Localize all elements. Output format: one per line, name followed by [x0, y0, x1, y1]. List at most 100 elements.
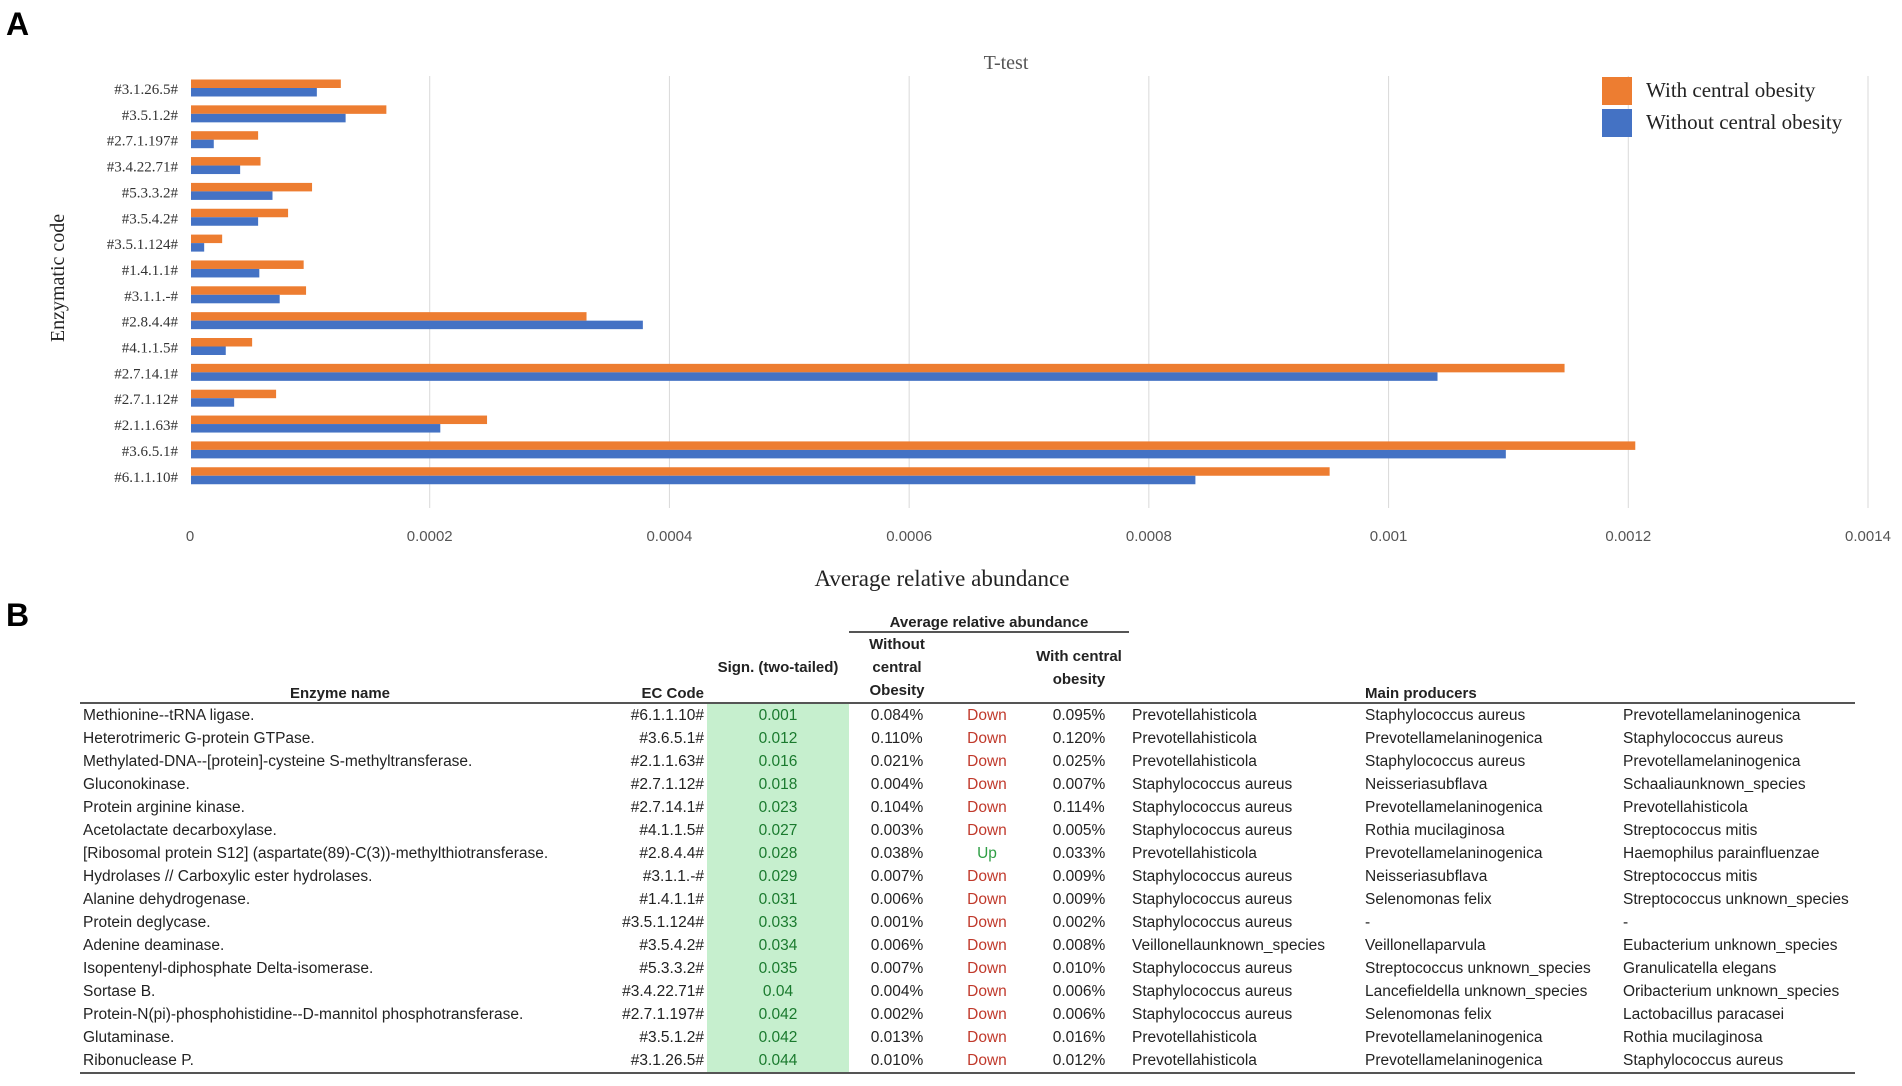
table-row: Acetolactate decarboxylase. #4.1.1.5# 0.02…: [80, 819, 1855, 842]
bar-with-central-obesity: [191, 234, 223, 244]
ec-code-cell: #2.7.1.12#: [630, 775, 704, 793]
x-axis-label: Average relative abundance: [815, 566, 1070, 591]
ec-code-cell: #2.7.14.1#: [630, 798, 704, 816]
ec-code-cell: #3.5.4.2#: [639, 936, 704, 954]
ec-code-cell: #5.3.3.2#: [639, 959, 704, 977]
table-row: Hydrolases // Carboxylic ester hydrolase…: [80, 865, 1855, 888]
grid-lines: [429, 76, 1869, 508]
with-obesity-cell: 0.120%: [1052, 729, 1106, 747]
without-obesity-cell: 0.002%: [870, 1005, 924, 1023]
significance-cell: 0.023: [707, 796, 849, 819]
producer-3-cell: Streptococcus unknown_species: [1623, 890, 1849, 908]
table-row: Adenine deaminase. #3.5.4.2# 0.034 0.006% Do…: [80, 934, 1855, 957]
producer-2-cell: Selenomonas felix: [1365, 890, 1492, 908]
bar-with-central-obesity: [191, 338, 253, 347]
x-tick-label: 0.0006: [886, 528, 932, 545]
without-obesity-cell: 0.001%: [870, 913, 924, 931]
bar-without-central-obesity: [191, 372, 1438, 381]
enzyme-name-cell: Alanine dehydrogenase.: [83, 890, 251, 908]
with-obesity-cell: 0.007%: [1052, 775, 1106, 793]
producer-3-cell: Granulicatella elegans: [1623, 959, 1777, 977]
significance-cell: 0.001: [707, 703, 849, 727]
table-row: Sortase B. #3.4.22.71# 0.04 0.004% Down 0.006…: [80, 980, 1855, 1003]
direction-cell: Down: [967, 1028, 1007, 1046]
with-obesity-cell: 0.005%: [1052, 821, 1106, 839]
direction-cell: Down: [967, 959, 1007, 977]
direction-cell: Down: [967, 729, 1007, 747]
col-enzyme-name: Enzyme name: [80, 632, 600, 704]
significance-cell: 0.028: [707, 842, 849, 865]
producer-2-cell: Neisseriasubflava: [1365, 867, 1488, 885]
table-row: Methionine--tRNA ligase. #6.1.1.10# 0.001 0…: [80, 703, 1855, 727]
direction-cell: Down: [967, 913, 1007, 931]
bar-with-central-obesity: [191, 312, 587, 321]
table-row: [Ribosomal protein S12] (aspartate(89)-C…: [80, 842, 1855, 865]
x-tick-label: 0.0014: [1845, 528, 1891, 545]
with-obesity-cell: 0.025%: [1052, 752, 1106, 770]
x-tick-labels: 0 0.0002 0.0004 0.0006 0.0008 0.001 0.0012 0.00…: [186, 528, 1891, 545]
y-tick-label: #1.4.1.1#: [122, 263, 179, 279]
with-obesity-cell: 0.008%: [1052, 936, 1106, 954]
significance-cell: 0.033: [707, 911, 849, 934]
producer-3-cell: Streptococcus mitis: [1623, 821, 1758, 839]
ec-code-cell: #3.6.5.1#: [639, 729, 704, 747]
y-tick-label: #3.4.22.71#: [107, 160, 179, 176]
significance-cell: 0.042: [707, 1003, 849, 1026]
x-tick-label: 0.0002: [407, 528, 453, 545]
col-without: Without central Obesity: [849, 632, 945, 704]
with-obesity-cell: 0.114%: [1053, 798, 1105, 816]
producer-1-cell: Veillonellaunknown_species: [1132, 936, 1326, 954]
legend-label-without: Without central obesity: [1646, 110, 1843, 134]
direction-cell: Down: [967, 982, 1007, 1000]
direction-cell: Down: [967, 706, 1007, 724]
significance-cell: 0.031: [707, 888, 849, 911]
with-obesity-cell: 0.006%: [1052, 1005, 1106, 1023]
y-axis-label: Enzymatic code: [47, 214, 69, 342]
producer-2-cell: Prevotellamelaninogenica: [1365, 1028, 1543, 1046]
without-obesity-cell: 0.038%: [870, 844, 924, 862]
table-row: Isopentenyl-diphosphate Delta-isomerase.…: [80, 957, 1855, 980]
with-obesity-cell: 0.095%: [1052, 706, 1106, 724]
enzyme-name-cell: Glutaminase.: [83, 1028, 175, 1046]
with-obesity-cell: 0.016%: [1052, 1028, 1106, 1046]
enzyme-name-cell: Hydrolases // Carboxylic ester hydrolase…: [83, 867, 373, 885]
table-row: Alanine dehydrogenase. #1.4.1.1# 0.031 0.00…: [80, 888, 1855, 911]
enzyme-name-cell: Gluconokinase.: [83, 775, 190, 793]
bar-without-central-obesity: [191, 346, 226, 355]
significance-cell: 0.035: [707, 957, 849, 980]
bar-without-central-obesity: [191, 139, 214, 149]
bar-with-central-obesity: [191, 286, 307, 295]
ec-code-cell: #3.4.22.71#: [622, 982, 704, 1000]
producer-2-cell: Prevotellamelaninogenica: [1365, 844, 1543, 862]
producer-1-cell: Staphylococcus aureus: [1132, 798, 1293, 816]
enzyme-name-cell: Isopentenyl-diphosphate Delta-isomerase.: [83, 959, 374, 977]
y-tick-label: #3.5.1.2#: [122, 108, 179, 124]
producer-3-cell: Prevotellamelaninogenica: [1623, 706, 1801, 724]
y-tick-label: #3.5.4.2#: [122, 211, 179, 227]
without-obesity-cell: 0.004%: [870, 982, 924, 1000]
producer-1-cell: Prevotellahisticola: [1129, 1049, 1362, 1074]
producer-1-cell: Prevotellahisticola: [1132, 706, 1257, 724]
direction-cell: Down: [967, 752, 1007, 770]
producer-1-cell: Prevotellahisticola: [1132, 729, 1257, 747]
enzyme-name-cell: Protein deglycase.: [83, 913, 211, 931]
bar-with-central-obesity: [191, 389, 277, 399]
producer-3-cell: Rothia mucilaginosa: [1623, 1028, 1763, 1046]
producer-2-cell: Neisseriasubflava: [1365, 775, 1488, 793]
significance-cell: 0.018: [707, 773, 849, 796]
producer-3-cell: Oribacterium unknown_species: [1623, 982, 1840, 1000]
x-tick-label: 0: [186, 528, 194, 545]
y-tick-label: #4.1.1.5#: [122, 341, 179, 357]
bar-with-central-obesity: [191, 208, 289, 218]
bars: [191, 79, 1636, 485]
legend-swatch-without: [1602, 109, 1632, 137]
with-obesity-cell: 0.033%: [1052, 844, 1106, 862]
bar-without-central-obesity: [191, 191, 273, 200]
direction-cell: Down: [967, 867, 1007, 885]
bar-without-central-obesity: [191, 113, 346, 123]
direction-cell: Down: [967, 936, 1007, 954]
y-tick-label: #2.7.14.1#: [114, 366, 178, 382]
ec-code-cell: #2.7.1.197#: [622, 1005, 704, 1023]
y-tick-label: #5.3.3.2#: [122, 185, 179, 201]
producer-2-cell: Selenomonas felix: [1365, 1005, 1492, 1023]
